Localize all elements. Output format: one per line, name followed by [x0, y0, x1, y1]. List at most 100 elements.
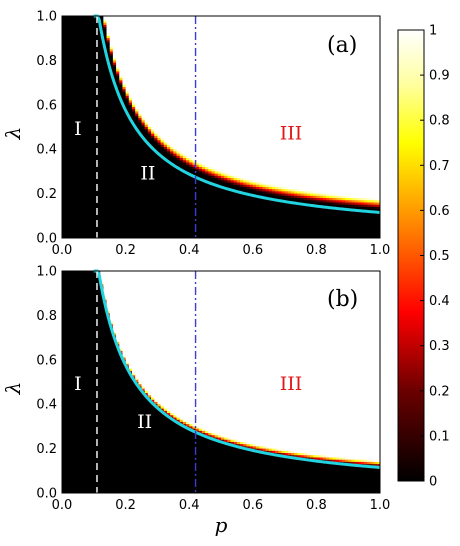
- heat-cell: [259, 16, 263, 19]
- heat-cell: [348, 33, 352, 37]
- heat-cell: [271, 55, 276, 59]
- heat-cell: [147, 51, 152, 55]
- heat-cell: [144, 27, 149, 30]
- heat-cell: [84, 49, 88, 52]
- heat-cell: [252, 67, 257, 70]
- heat-cell: [214, 47, 219, 50]
- heat-cell: [131, 40, 136, 44]
- heat-cell: [236, 64, 241, 68]
- heat-cell: [198, 24, 203, 28]
- heat-cell: [297, 55, 301, 59]
- heat-cell: [268, 27, 273, 30]
- heat-cell: [100, 18, 104, 21]
- heat-cell: [179, 62, 184, 66]
- heat-cell: [294, 18, 298, 21]
- heat-cell: [103, 24, 107, 28]
- heat-cell: [322, 71, 327, 75]
- heat-cell: [119, 22, 123, 26]
- heat-cell: [322, 40, 327, 44]
- heat-cell: [224, 35, 228, 39]
- heat-cell: [138, 49, 142, 52]
- heat-cell: [221, 69, 225, 72]
- heat-cell: [160, 20, 165, 24]
- heat-cell: [303, 35, 308, 39]
- heat-cell: [77, 42, 82, 46]
- heat-cell: [125, 44, 130, 48]
- heat-cell: [176, 49, 181, 52]
- heat-cell: [265, 55, 270, 59]
- heat-cell: [93, 60, 98, 64]
- heat-cell: [224, 55, 228, 59]
- heat-cell: [335, 18, 340, 21]
- heat-cell: [278, 49, 282, 52]
- heat-cell: [262, 60, 266, 64]
- heat-cell: [141, 51, 146, 55]
- heat-cell: [90, 38, 95, 41]
- heat-cell: [103, 73, 107, 77]
- heat-cell: [103, 38, 107, 41]
- heat-cell: [373, 20, 378, 24]
- heat-cell: [284, 71, 289, 75]
- heat-cell: [122, 44, 126, 48]
- heat-cell: [351, 71, 355, 75]
- heat-cell: [135, 40, 139, 44]
- heat-cell: [300, 24, 305, 28]
- heat-cell: [262, 16, 266, 19]
- heat-cell: [189, 47, 193, 50]
- heat-cell: [221, 38, 225, 41]
- heat-cell: [284, 20, 289, 24]
- heat-cell: [281, 67, 285, 70]
- heat-cell: [119, 55, 123, 59]
- heat-cell: [186, 16, 190, 19]
- heat-cell: [281, 31, 285, 35]
- heat-cell: [62, 18, 66, 21]
- heat-cell: [294, 29, 298, 32]
- heat-cell: [205, 27, 209, 30]
- heat-cell: [306, 53, 311, 57]
- heat-cell: [112, 38, 117, 41]
- heat-cell: [268, 67, 273, 70]
- heat-cell: [147, 55, 152, 59]
- heat-cell: [173, 69, 177, 72]
- heat-cell: [163, 44, 168, 48]
- heat-cell: [141, 44, 146, 48]
- heat-cell: [173, 27, 177, 30]
- heat-cell: [208, 24, 212, 28]
- heat-cell: [313, 64, 317, 68]
- heat-cell: [154, 24, 158, 28]
- heat-cell: [268, 18, 273, 21]
- heat-cell: [106, 24, 111, 28]
- heat-cell: [131, 38, 136, 41]
- heat-cell: [348, 69, 352, 72]
- heat-cell: [68, 16, 72, 19]
- heat-cell: [109, 29, 114, 32]
- heat-cell: [77, 18, 82, 21]
- heat-cell: [221, 16, 225, 19]
- heat-cell: [198, 35, 203, 39]
- heat-cell: [278, 38, 282, 41]
- heat-cell: [348, 24, 352, 28]
- heat-cell: [345, 20, 349, 24]
- heat-cell: [246, 62, 251, 66]
- heat-cell: [271, 69, 276, 72]
- heat-cell: [166, 71, 171, 75]
- heat-cell: [125, 16, 130, 19]
- heat-cell: [109, 33, 114, 37]
- heat-cell: [208, 44, 212, 48]
- heat-cell: [281, 49, 285, 52]
- heat-cell: [195, 60, 200, 64]
- heat-cell: [128, 38, 133, 41]
- heat-cell: [217, 38, 222, 41]
- heat-cell: [313, 16, 317, 19]
- heat-cell: [294, 62, 298, 66]
- heat-cell: [217, 58, 222, 61]
- heat-cell: [294, 53, 298, 57]
- heat-cell: [316, 60, 320, 64]
- heat-cell: [306, 24, 311, 28]
- heat-cell: [265, 53, 270, 57]
- heat-cell: [259, 29, 263, 32]
- heat-cell: [300, 27, 305, 30]
- heat-cell: [186, 69, 190, 72]
- heat-cell: [106, 22, 111, 26]
- heat-cell: [103, 40, 107, 44]
